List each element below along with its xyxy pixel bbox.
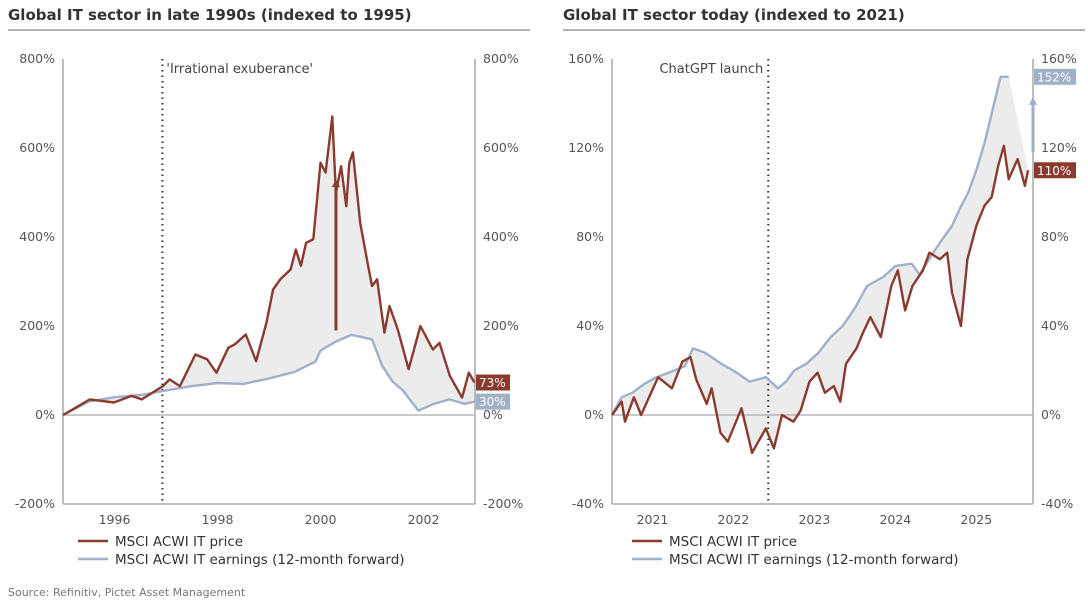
y-tick-label-left: 200%	[19, 318, 55, 333]
y-tick-label-left: 160%	[568, 51, 604, 66]
y-tick-label-right: -40%	[1041, 496, 1073, 511]
y-tick-label-left: -200%	[15, 496, 55, 511]
x-tick-label: 1998	[202, 512, 234, 527]
legend-earnings-label: MSCI ACWI IT earnings (12-month forward)	[115, 552, 405, 568]
y-tick-label-right: 400%	[483, 229, 519, 244]
end-value-badge	[1034, 68, 1076, 85]
y-tick-label-right: 200%	[483, 318, 519, 333]
earnings-line	[610, 75, 1009, 416]
y-tick-label-right: 80%	[1041, 229, 1069, 244]
y-tick-label-right: 600%	[483, 140, 519, 155]
x-tick-label: 1996	[99, 512, 131, 527]
end-value-label: 152%	[1037, 70, 1071, 84]
x-tick-label: 2022	[718, 512, 750, 527]
gap-arrowhead-icon	[331, 179, 340, 188]
legend-earnings-label: MSCI ACWI IT earnings (12-month forward)	[669, 552, 959, 568]
y-tick-label-left: 80%	[576, 229, 604, 244]
x-tick-label: 2002	[408, 512, 440, 527]
source-note: Source: Refinitiv, Pictet Asset Manageme…	[8, 586, 246, 599]
annotation-label: 'Irrational exuberance'	[166, 62, 313, 77]
y-tick-label-right: 0%	[483, 407, 503, 422]
end-value-badge	[476, 393, 510, 410]
end-value-badge	[476, 374, 510, 391]
annotation-label: ChatGPT launch	[659, 62, 763, 77]
legend-price-label: MSCI ACWI IT price	[115, 534, 243, 550]
earnings-line	[62, 333, 476, 417]
x-tick-label: 2024	[879, 512, 911, 527]
left-chart-panel: Global IT sector in late 1990s (indexed …	[8, 6, 530, 568]
end-value-label: 30%	[479, 395, 506, 409]
y-tick-label-left: 600%	[19, 140, 55, 155]
end-value-label: 73%	[479, 376, 506, 390]
gap-fill-area	[63, 116, 475, 416]
y-tick-label-left: -40%	[572, 496, 604, 511]
y-tick-label-left: 800%	[19, 51, 55, 66]
right-chart-title: Global IT sector today (indexed to 2021)	[563, 6, 905, 24]
end-value-badge	[1034, 162, 1076, 179]
y-tick-label-left: 400%	[19, 229, 55, 244]
right-chart-panel: Global IT sector today (indexed to 2021)…	[563, 6, 1085, 568]
y-tick-label-right: 800%	[483, 51, 519, 66]
y-tick-label-left: 0%	[584, 407, 604, 422]
y-tick-label-right: 120%	[1041, 140, 1077, 155]
right-legend: MSCI ACWI IT price MSCI ACWI IT earnings…	[632, 534, 959, 568]
y-tick-label-left: 40%	[576, 318, 604, 333]
price-line	[611, 144, 1030, 454]
gap-arrowhead-icon	[1029, 96, 1037, 105]
y-tick-label-right: 0%	[1041, 407, 1061, 422]
x-tick-label: 2025	[960, 512, 992, 527]
y-tick-label-right: -200%	[483, 496, 523, 511]
price-line	[62, 115, 476, 417]
end-value-label: 110%	[1037, 164, 1071, 178]
y-tick-label-left: 0%	[35, 407, 55, 422]
y-tick-label-right: 40%	[1041, 318, 1069, 333]
left-legend: MSCI ACWI IT price MSCI ACWI IT earnings…	[78, 534, 405, 568]
left-chart-title: Global IT sector in late 1990s (indexed …	[8, 6, 412, 24]
x-tick-label: 2023	[798, 512, 830, 527]
legend-price-label: MSCI ACWI IT price	[669, 534, 797, 550]
x-tick-label: 2021	[637, 512, 669, 527]
x-tick-label: 2000	[305, 512, 337, 527]
y-tick-label-right: 160%	[1041, 51, 1077, 66]
y-tick-label-left: 120%	[568, 140, 604, 155]
